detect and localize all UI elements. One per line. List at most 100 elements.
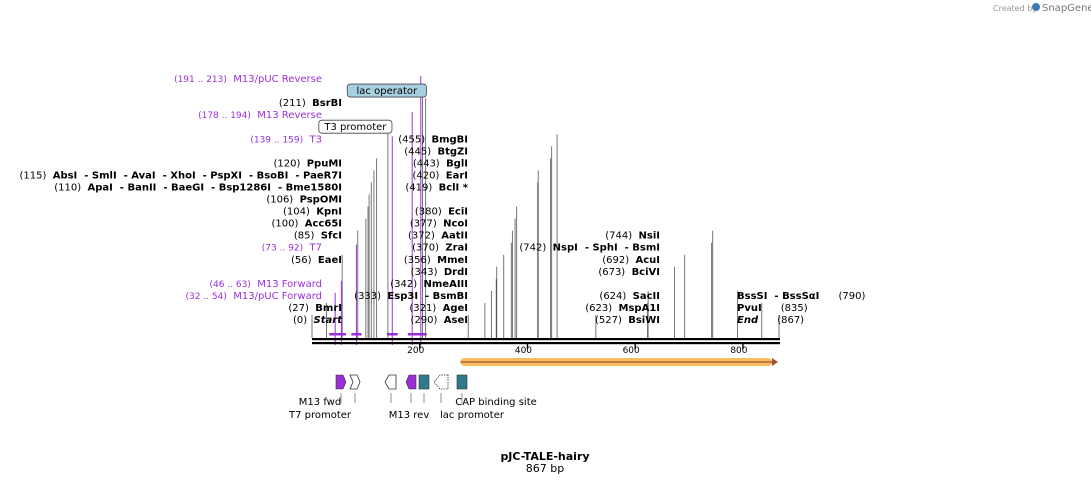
feature-name[interactable]: M13/pUC Reverse <box>233 74 322 85</box>
enzyme-name[interactable]: EciI <box>448 207 468 218</box>
enzyme-name[interactable]: Bme1580I <box>286 182 342 193</box>
site-label[interactable]: (120) PpuMI <box>273 158 342 169</box>
site-label[interactable]: (673) BciVI <box>598 267 660 278</box>
enzyme-name[interactable]: ApaI <box>87 182 112 193</box>
feature-label[interactable]: (191 .. 213) M13/pUC Reverse <box>174 74 322 85</box>
enzyme-name[interactable]: ZraI <box>445 243 468 254</box>
feature-glyph-icon[interactable] <box>433 374 449 390</box>
site-label[interactable]: PvuI (835) <box>737 303 808 314</box>
enzyme-name[interactable]: SmlI <box>92 170 117 181</box>
enzyme-name[interactable]: BtgZI <box>437 146 468 157</box>
enzyme-name[interactable]: AgeI <box>443 303 468 314</box>
site-label[interactable]: BssSI - BssSαI (790) <box>737 291 865 302</box>
feature-label[interactable]: (178 .. 194) M13 Reverse <box>198 110 322 121</box>
boxed-feature-label[interactable]: lac operator <box>346 83 427 98</box>
site-label[interactable]: (333) Esp3I - BsmBI <box>354 291 468 302</box>
site-label[interactable]: (85) SfcI <box>294 231 342 242</box>
site-label[interactable]: (104) KpnI <box>283 207 342 218</box>
bottom-feature[interactable]: T7 promoter <box>288 374 361 421</box>
site-label[interactable]: (290) AseI <box>411 315 468 326</box>
site-label[interactable]: (445) BtgZI <box>404 146 468 157</box>
enzyme-name[interactable]: BaeGI <box>171 182 204 193</box>
enzyme-name[interactable]: SfcI <box>321 231 342 242</box>
enzyme-name[interactable]: MmeI <box>437 255 468 266</box>
enzyme-name[interactable]: PpuMI <box>307 158 342 169</box>
enzyme-name[interactable]: Start <box>314 315 344 326</box>
site-label[interactable]: (321) AgeI <box>409 303 468 314</box>
feature-name[interactable]: T3 <box>309 134 322 145</box>
enzyme-name[interactable]: XhoI <box>170 170 195 181</box>
site-label[interactable]: (372) AatII <box>408 231 468 242</box>
site-label[interactable]: (342) NmeAIII <box>390 279 468 290</box>
enzyme-name[interactable]: BclI * <box>439 182 469 193</box>
enzyme-name[interactable]: PspOMI <box>300 195 342 206</box>
site-label[interactable]: (110) ApaI - BanII - BaeGI - Bsp1286I - … <box>54 182 342 193</box>
enzyme-name[interactable]: NspI <box>553 243 578 254</box>
site-label[interactable]: (27) BmrI <box>288 303 342 314</box>
site-label[interactable]: (443) BglI <box>413 158 468 169</box>
site-label[interactable]: (742) NspI - SphI - BsmI <box>519 243 660 254</box>
enzyme-name[interactable]: Acc65I <box>305 219 342 230</box>
site-label[interactable]: (56) EaeI <box>291 255 342 266</box>
enzyme-name[interactable]: SphI <box>592 243 617 254</box>
enzyme-name[interactable]: BmrI <box>315 303 342 314</box>
bottom-feature-label[interactable]: T7 promoter <box>288 410 352 421</box>
enzyme-name[interactable]: PaeR7I <box>303 170 342 181</box>
feature-name[interactable]: T7 <box>309 243 322 254</box>
site-label[interactable]: (623) MspA1I <box>585 303 660 314</box>
enzyme-name[interactable]: BsoBI <box>257 170 289 181</box>
enzyme-name[interactable]: AvaI <box>131 170 155 181</box>
enzyme-name[interactable]: Esp3I <box>387 291 418 302</box>
site-label[interactable]: (100) Acc65I <box>272 219 342 230</box>
bottom-feature-label[interactable]: M13 rev <box>389 410 430 421</box>
site-label[interactable]: (380) EciI <box>415 207 468 218</box>
enzyme-name[interactable]: PvuI <box>737 303 762 314</box>
enzyme-name[interactable]: NmeAIII <box>424 279 468 290</box>
enzyme-name[interactable]: SacII <box>633 291 660 302</box>
bottom-feature[interactable] <box>384 374 397 403</box>
site-label[interactable]: End (867) <box>737 315 804 326</box>
bottom-feature[interactable]: lac promoter <box>433 374 505 421</box>
bottom-feature[interactable]: CAP binding site <box>455 374 537 408</box>
enzyme-name[interactable]: KpnI <box>316 207 342 218</box>
site-label[interactable]: (115) AbsI - SmlI - AvaI - XhoI - PspXI … <box>19 170 342 181</box>
site-label[interactable]: (419) BclI * <box>405 182 468 193</box>
enzyme-name[interactable]: AatII <box>441 231 468 242</box>
enzyme-name[interactable]: BglI <box>446 158 468 169</box>
site-label[interactable]: (211) BsrBI <box>279 98 342 109</box>
site-label[interactable]: (343) DrdI <box>411 267 468 278</box>
boxed-feature-label[interactable]: T3 promoter <box>318 119 393 134</box>
enzyme-name[interactable]: BsrBI <box>312 98 342 109</box>
feature-name[interactable]: M13 Reverse <box>257 110 322 121</box>
orf-arrow[interactable] <box>460 358 778 366</box>
enzyme-name[interactable]: BssSαI <box>782 291 819 302</box>
enzyme-name[interactable]: NsiI <box>639 231 660 242</box>
feature-glyph-icon[interactable] <box>335 374 347 390</box>
enzyme-name[interactable]: DrdI <box>444 267 468 278</box>
enzyme-name[interactable]: BmgBI <box>431 134 468 145</box>
enzyme-name[interactable]: PspXI <box>210 170 242 181</box>
enzyme-name[interactable]: EaeI <box>318 255 342 266</box>
site-label[interactable]: (624) SacII <box>599 291 660 302</box>
bottom-feature[interactable] <box>418 374 430 403</box>
bottom-feature[interactable]: M13 fwd <box>299 374 347 408</box>
feature-label[interactable]: (46 .. 63) M13 Forward <box>210 279 322 290</box>
site-label[interactable]: (106) PspOMI <box>266 195 342 206</box>
site-label[interactable]: (744) NsiI <box>605 231 660 242</box>
site-label[interactable]: (455) BmgBI <box>398 134 468 145</box>
bottom-feature[interactable]: M13 rev <box>389 374 430 421</box>
feature-glyph-icon[interactable] <box>418 374 430 390</box>
feature-glyph-icon[interactable] <box>456 374 468 390</box>
site-label[interactable]: (692) AcuI <box>602 255 660 266</box>
enzyme-name[interactable]: AbsI <box>53 170 78 181</box>
enzyme-name[interactable]: BsmI <box>632 243 660 254</box>
feature-glyph-icon[interactable] <box>405 374 417 390</box>
site-label[interactable]: (527) BsiWI <box>595 315 660 326</box>
enzyme-name[interactable]: EarI <box>446 170 468 181</box>
enzyme-name[interactable]: BssSI <box>737 291 767 302</box>
feature-name[interactable]: M13 Forward <box>257 279 322 290</box>
enzyme-name[interactable]: AcuI <box>635 255 660 266</box>
enzyme-name[interactable]: AseI <box>444 315 468 326</box>
enzyme-name[interactable]: NcoI <box>443 219 468 230</box>
feature-label[interactable]: (32 .. 54) M13/pUC Forward <box>186 291 323 302</box>
